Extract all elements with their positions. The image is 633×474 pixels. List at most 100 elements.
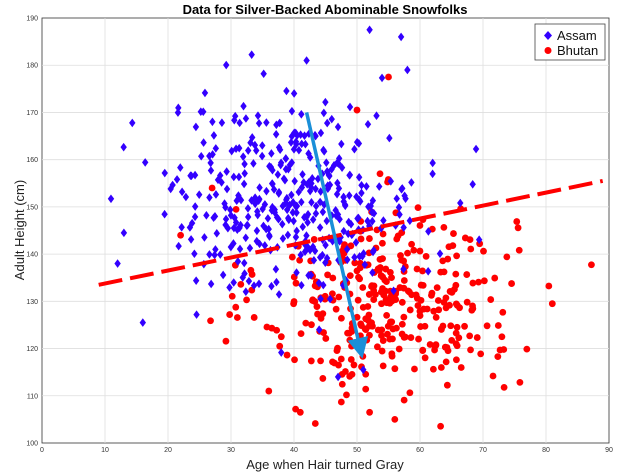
point-assam (219, 270, 227, 280)
point-assam (301, 240, 309, 249)
point-assam (324, 184, 332, 194)
point-bhutan (388, 352, 396, 360)
point-assam (346, 102, 354, 112)
point-assam (120, 228, 128, 238)
point-bhutan (379, 239, 386, 247)
point-bhutan (475, 278, 482, 286)
point-assam (223, 60, 230, 70)
point-assam (469, 179, 476, 189)
point-assam (346, 170, 354, 180)
point-assam (334, 372, 342, 382)
point-assam (259, 204, 266, 214)
point-assam (301, 213, 308, 222)
point-assam (286, 160, 294, 170)
point-bhutan (451, 285, 458, 293)
x-tick-label: 80 (542, 447, 550, 454)
point-assam (320, 280, 327, 290)
point-assam (173, 175, 181, 184)
point-assam (279, 219, 286, 229)
point-assam (290, 145, 298, 154)
point-bhutan (400, 333, 408, 341)
point-assam (254, 210, 261, 220)
point-assam (206, 151, 213, 161)
point-bhutan (515, 246, 523, 254)
point-assam (340, 226, 347, 236)
point-assam (380, 216, 387, 225)
point-bhutan (296, 408, 304, 416)
point-assam (316, 325, 323, 334)
point-assam (429, 158, 436, 168)
point-bhutan (366, 331, 373, 339)
point-assam (289, 208, 297, 217)
point-bhutan (226, 311, 234, 318)
point-bhutan (232, 303, 240, 311)
point-assam (283, 195, 290, 205)
point-assam (264, 214, 272, 223)
point-bhutan (379, 273, 387, 281)
point-assam (357, 197, 364, 206)
x-tick-label: 10 (101, 447, 109, 454)
point-bhutan (588, 261, 595, 269)
point-bhutan (406, 389, 414, 397)
point-assam (370, 209, 378, 218)
point-assam (236, 143, 243, 153)
point-bhutan (457, 364, 465, 371)
point-bhutan (398, 298, 406, 306)
point-assam (293, 208, 300, 218)
point-assam (256, 239, 263, 249)
point-assam (312, 201, 320, 211)
point-assam (178, 223, 185, 232)
point-assam (175, 241, 182, 251)
point-bhutan (228, 292, 236, 300)
point-assam (355, 173, 363, 182)
point-bhutan (308, 321, 315, 329)
point-bhutan (442, 358, 450, 366)
point-bhutan (499, 308, 507, 316)
point-assam (240, 179, 248, 189)
point-assam (191, 212, 199, 222)
point-assam (207, 158, 214, 168)
point-assam (243, 221, 250, 230)
point-bhutan (508, 280, 515, 287)
point-assam (359, 251, 366, 261)
point-bhutan (335, 293, 343, 301)
point-bhutan (232, 205, 240, 213)
point-assam (364, 119, 372, 129)
point-assam (306, 153, 314, 162)
point-assam (298, 139, 305, 149)
y-tick-label: 100 (26, 441, 38, 448)
x-tick-label: 20 (164, 447, 172, 454)
point-assam (237, 195, 245, 205)
point-assam (227, 211, 235, 220)
point-assam (397, 32, 405, 42)
point-assam (244, 212, 252, 222)
point-bhutan (452, 356, 460, 364)
point-assam (251, 193, 259, 202)
point-assam (436, 249, 444, 258)
point-bhutan (514, 224, 522, 232)
point-assam (182, 192, 190, 202)
point-bhutan (374, 326, 382, 334)
point-bhutan (354, 296, 362, 304)
point-assam (303, 231, 310, 240)
point-assam (333, 189, 341, 199)
point-assam (218, 118, 226, 128)
data-points (107, 25, 595, 430)
point-assam (472, 144, 480, 154)
point-bhutan (437, 364, 445, 371)
y-tick-label: 110 (27, 393, 38, 400)
point-bhutan (302, 319, 310, 327)
point-assam (293, 226, 300, 236)
point-assam (230, 172, 237, 182)
point-assam (396, 210, 403, 219)
point-assam (290, 216, 297, 226)
point-assam (408, 178, 415, 187)
point-assam (346, 191, 353, 200)
point-bhutan (388, 274, 395, 282)
point-assam (278, 348, 285, 357)
point-bhutan (477, 350, 485, 358)
legend-box (534, 23, 606, 61)
point-assam (217, 250, 224, 259)
point-bhutan (359, 284, 367, 291)
point-bhutan (307, 357, 315, 365)
